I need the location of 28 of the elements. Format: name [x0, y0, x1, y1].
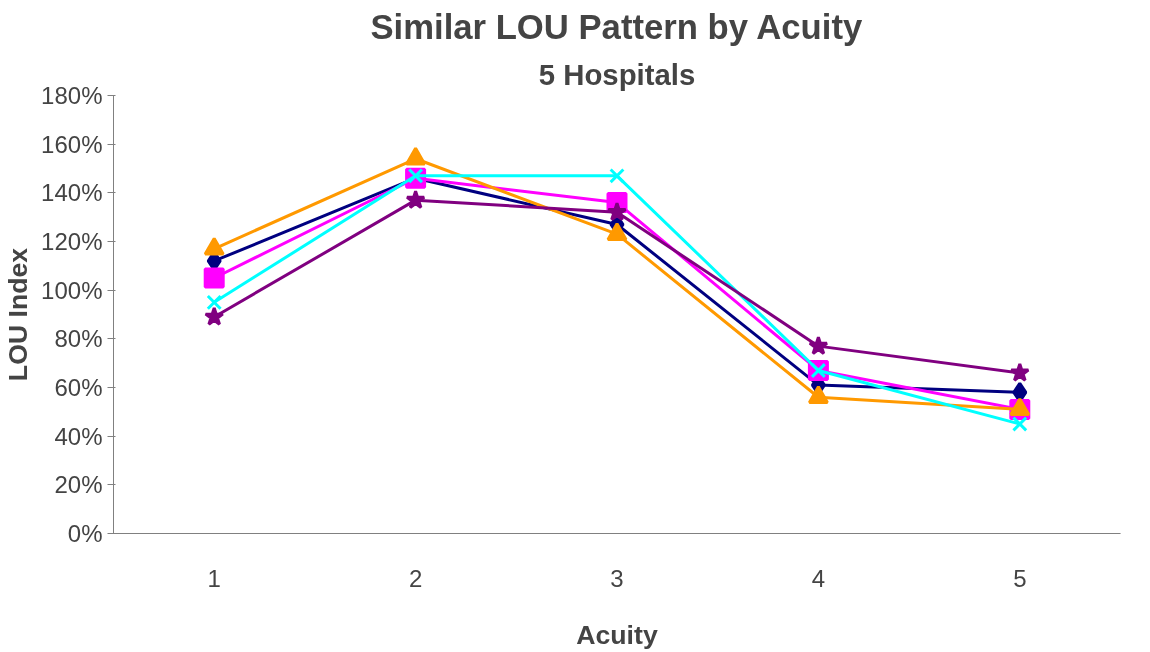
point	[206, 294, 223, 311]
y-tick-label: 120%	[41, 228, 103, 255]
x-axis-title: Acuity	[576, 619, 658, 650]
point	[203, 267, 225, 289]
chart-title: Similar LOU Pattern by Acuity	[370, 7, 863, 46]
point	[1009, 362, 1030, 382]
point	[808, 335, 829, 355]
y-tick-label: 0%	[67, 520, 103, 547]
x-tick-label: 3	[610, 564, 624, 592]
y-axis-title: LOU Index	[3, 247, 34, 382]
x-tick-label: 4	[811, 564, 826, 592]
x-tick-label: 2	[408, 564, 423, 592]
y-tick-label: 180%	[41, 82, 103, 109]
y-tick-label: 20%	[54, 471, 103, 499]
y-tick-label: 40%	[54, 422, 103, 450]
y-tick-label: 80%	[54, 325, 103, 353]
y-tick-label: 60%	[54, 374, 103, 401]
point	[606, 201, 628, 222]
point	[609, 167, 625, 184]
chart-subtitle: 5 Hospitals	[538, 57, 696, 91]
y-tick-label: 160%	[41, 130, 103, 158]
point	[1011, 416, 1028, 432]
point	[405, 189, 426, 209]
x-tick-label: 1	[207, 564, 221, 592]
x-tick-label: 5	[1013, 564, 1027, 592]
point	[204, 306, 225, 326]
y-tick-label: 100%	[41, 276, 103, 304]
y-tick-label: 140%	[41, 179, 103, 207]
